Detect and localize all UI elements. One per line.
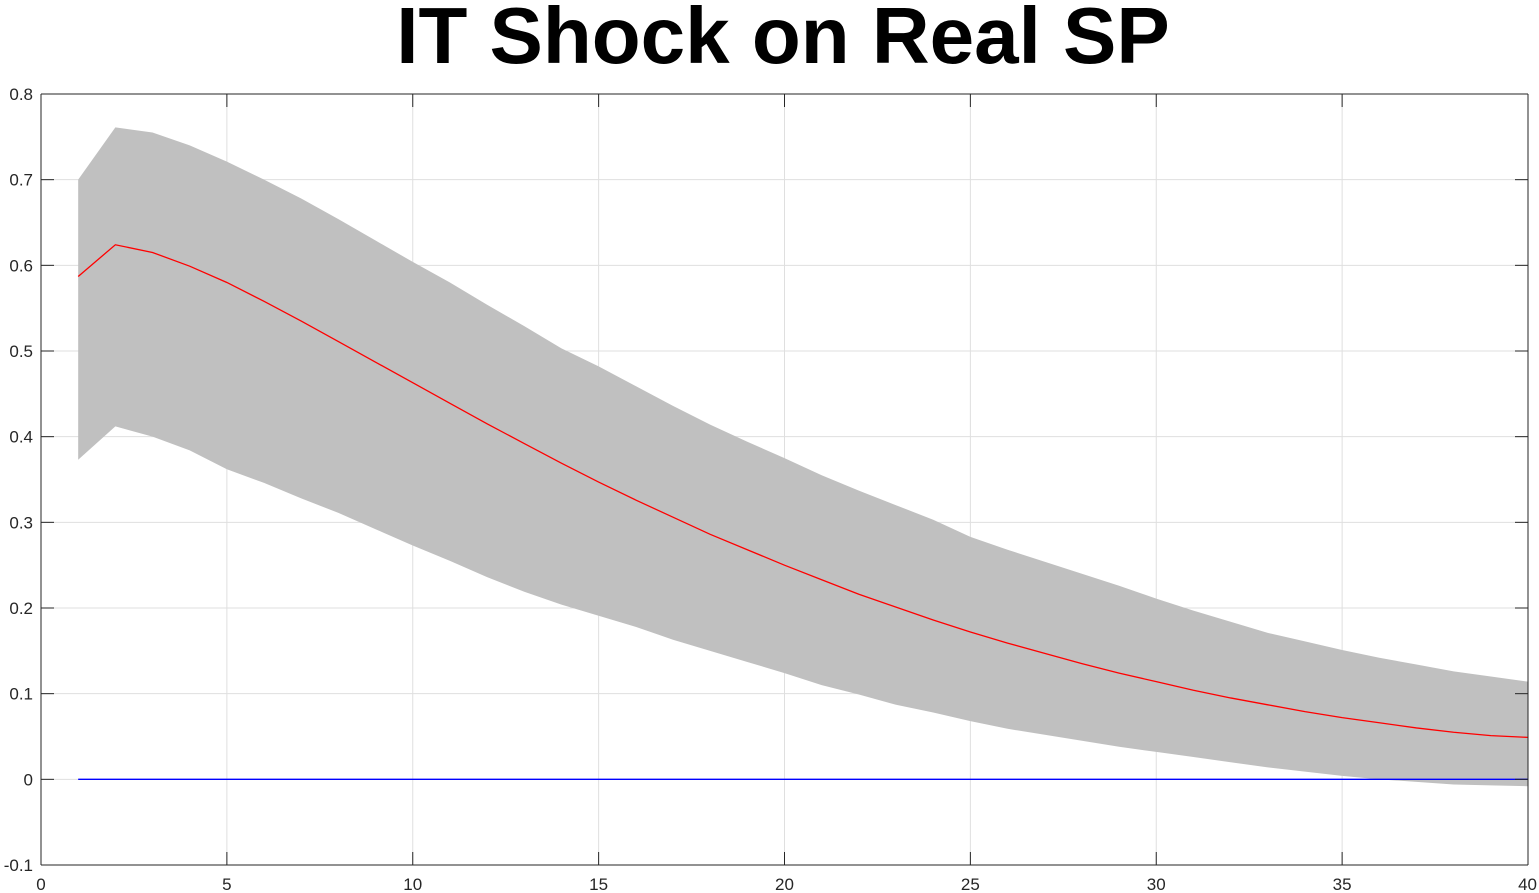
tick-labels: 0 5 10 15 20 25 30 35 40-0.100.10.20.30.40.50.60…: [4, 85, 1537, 893]
x-tick-label: 25: [961, 875, 980, 893]
confidence-band: [78, 127, 1528, 787]
x-tick-label: 5: [222, 875, 231, 893]
y-tick-label: 0.1: [9, 685, 33, 704]
y-tick-label: 0.4: [9, 428, 33, 447]
y-tick-label: 0.2: [9, 599, 33, 618]
y-tick-label: 0: [24, 770, 33, 789]
x-tick-label: 40: [1518, 875, 1537, 893]
y-tick-label: 0.5: [9, 342, 33, 361]
series-group: [77, 244, 1529, 780]
confidence-band-group: [78, 127, 1528, 787]
impulse-response-line: [77, 244, 1529, 739]
axes: [40, 93, 1529, 866]
y-tick-label: 0.7: [9, 171, 33, 190]
y-tick-label: -0.1: [4, 856, 33, 875]
x-tick-label: 10: [403, 875, 422, 893]
chart-title: IT Shock on Real SP: [396, 0, 1170, 80]
x-tick-label: 30: [1147, 875, 1166, 893]
x-tick-label: 0: [36, 875, 45, 893]
y-tick-label: 0.8: [9, 85, 33, 104]
y-tick-label: 0.3: [9, 513, 33, 532]
y-tick-label: 0.6: [9, 256, 33, 275]
x-tick-label: 15: [589, 875, 608, 893]
x-tick-label: 20: [775, 875, 794, 893]
x-tick-label: 35: [1333, 875, 1352, 893]
